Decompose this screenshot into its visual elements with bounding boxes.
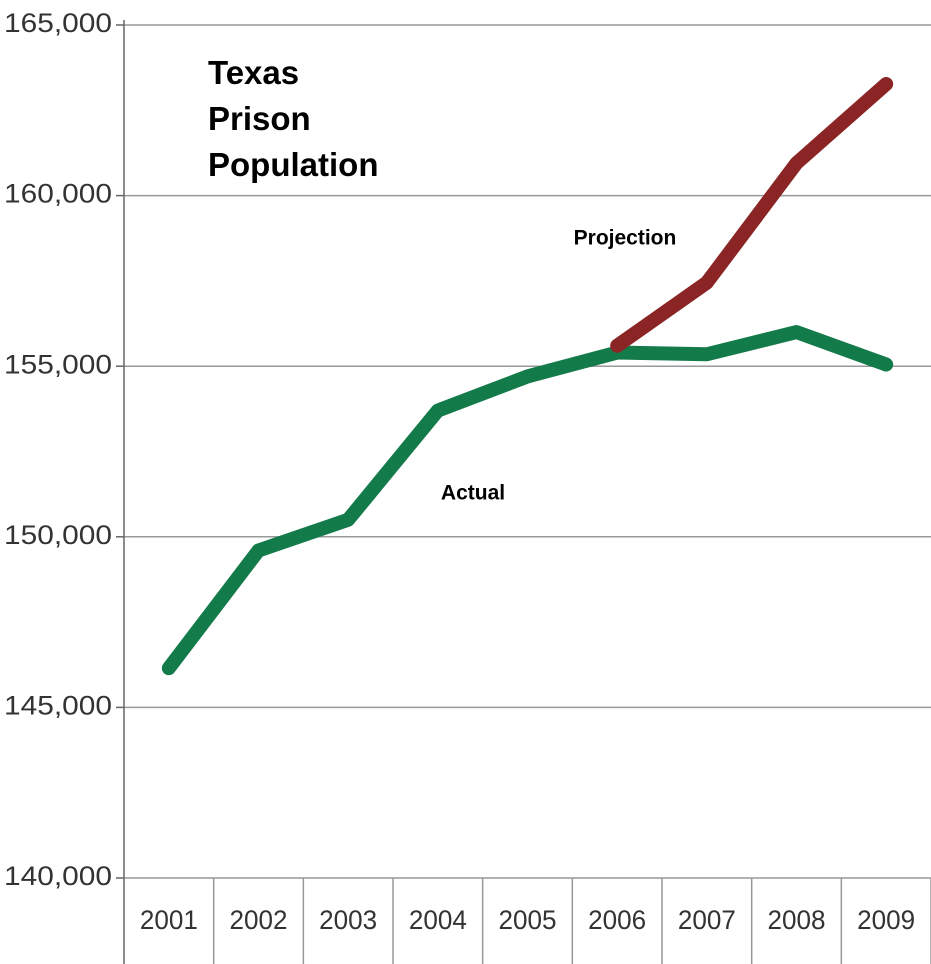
x-tick-label: 2006 xyxy=(588,905,646,935)
x-tick-label: 2009 xyxy=(857,905,915,935)
x-tick-label: 2007 xyxy=(678,905,736,935)
y-tick-label: 145,000 xyxy=(4,691,112,721)
x-tick-label: 2003 xyxy=(319,905,377,935)
y-tick-label: 150,000 xyxy=(4,520,112,550)
x-tick-label: 2008 xyxy=(768,905,826,935)
chart-title: Texas Prison Population xyxy=(208,54,379,183)
data-line xyxy=(161,325,894,676)
y-tick-label: 160,000 xyxy=(4,179,112,209)
data-line xyxy=(610,77,894,353)
x-tick-label: 2002 xyxy=(230,905,288,935)
y-tick-label: 140,000 xyxy=(4,861,112,891)
y-tick-label: 155,000 xyxy=(4,349,112,379)
annotation: Actual xyxy=(441,482,505,505)
y-tick-label: 165,000 xyxy=(4,8,112,38)
x-tick-label: 2005 xyxy=(499,905,557,935)
x-tick-label: 2001 xyxy=(140,905,198,935)
annotation: Projection xyxy=(574,227,677,250)
x-tick-label: 2004 xyxy=(409,905,467,935)
